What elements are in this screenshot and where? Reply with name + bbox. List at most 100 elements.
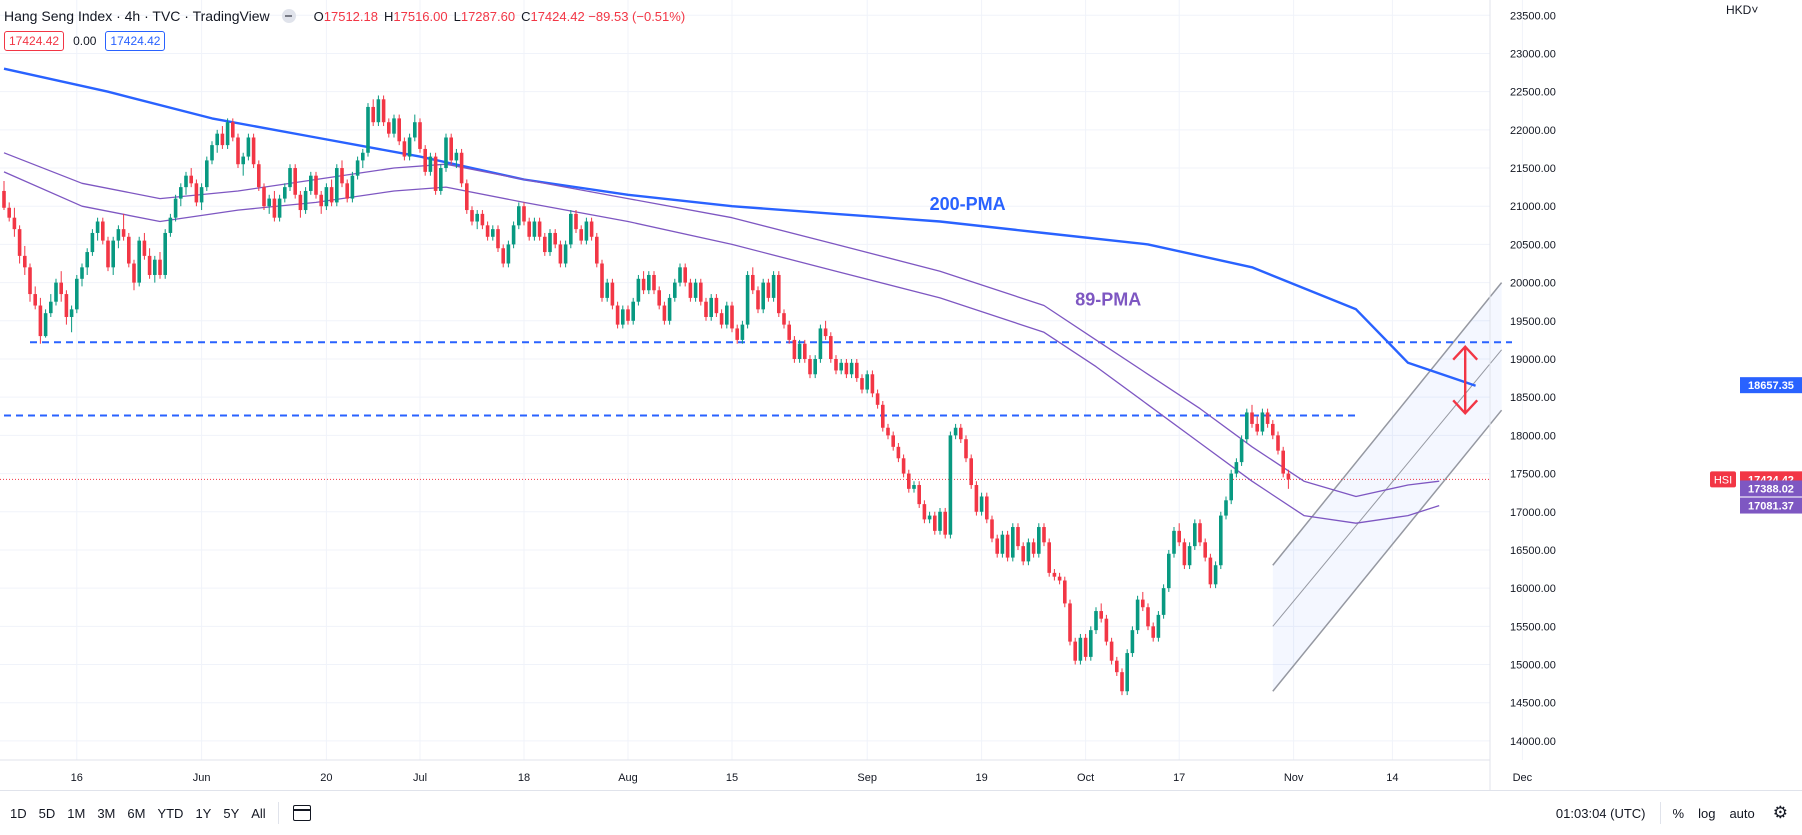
candle-body <box>1000 534 1005 554</box>
candle-body <box>54 282 58 302</box>
price-chart[interactable]: 200-PMA 89-PMA 14000.00 14500.00 15000.00 15… <box>0 0 1802 790</box>
candle-body <box>673 282 677 298</box>
arrow-head-down <box>1452 399 1479 416</box>
candle-body <box>969 458 973 486</box>
candle-body <box>231 122 235 138</box>
candle-body <box>1052 572 1057 577</box>
candle-body <box>657 290 661 306</box>
candle-body <box>1213 565 1218 585</box>
candle-body <box>1005 534 1010 558</box>
candle-body <box>1089 630 1093 657</box>
candle-body <box>1161 588 1166 615</box>
candle-body <box>652 274 656 291</box>
time-tick-label: Jul <box>413 772 427 784</box>
candle-body <box>974 485 979 512</box>
candle-body <box>1063 580 1067 604</box>
tf-1m[interactable]: 1M <box>67 805 86 821</box>
candle-body <box>241 156 245 165</box>
utc-clock[interactable]: 01:03:04 (UTC) <box>1555 805 1646 821</box>
candle-body <box>17 229 22 256</box>
candle-body <box>1239 439 1244 463</box>
price-tick-label: 14000.00 <box>1510 736 1556 748</box>
price-tick-label: 20500.00 <box>1510 239 1556 251</box>
symbol-title[interactable]: Hang Seng Index · 4h · TVC · TradingView <box>4 8 270 24</box>
candle-body <box>236 137 240 165</box>
gear-icon[interactable]: ⚙ <box>1772 803 1788 822</box>
chart-legend: Hang Seng Index · 4h · TVC · TradingView… <box>4 6 691 26</box>
candle-body <box>1083 637 1088 657</box>
candle-body <box>548 232 552 253</box>
candle-body <box>210 145 214 161</box>
candle-body <box>1068 603 1072 642</box>
candle-body <box>189 175 193 184</box>
ask-chip[interactable]: 17424.42 <box>105 31 166 51</box>
candle-body <box>730 305 734 329</box>
calendar-icon[interactable] <box>292 805 311 821</box>
tf-all[interactable]: All <box>251 805 266 821</box>
currency-select[interactable]: HKD˅ <box>1726 3 1759 17</box>
candle-body <box>1281 450 1285 474</box>
auto-toggle[interactable]: auto <box>1729 805 1755 821</box>
time-axis[interactable]: 16 Jun 20 Jul 18 Aug 15 Sep 19 Oct 17 Nov 14 Dec <box>0 759 1533 784</box>
candle-body <box>771 274 776 298</box>
candle-body <box>829 336 833 359</box>
spread-value: 0.00 <box>73 34 97 48</box>
candle-body <box>106 240 110 268</box>
candle-body <box>1135 599 1140 631</box>
tf-1d[interactable]: 1D <box>10 805 27 821</box>
candle-body <box>121 229 126 237</box>
candle-body <box>277 198 282 218</box>
tf-3m[interactable]: 3M <box>97 805 116 821</box>
candle-body <box>283 187 287 199</box>
log-toggle[interactable]: log <box>1698 805 1716 821</box>
candle-body <box>220 133 225 146</box>
candle-body <box>849 362 854 375</box>
candle-body <box>943 511 947 535</box>
tf-6m[interactable]: 6M <box>127 805 146 821</box>
price-tick-label: 18500.00 <box>1510 392 1556 404</box>
candle-body <box>272 198 277 218</box>
candle-body <box>615 305 620 325</box>
price-tick-label: 23500.00 <box>1510 10 1556 22</box>
time-tick-label: 15 <box>726 772 738 784</box>
candle-body <box>1109 641 1114 661</box>
candle-body <box>168 217 173 233</box>
candle-body <box>667 297 672 321</box>
candle-body <box>491 229 495 237</box>
candle-body <box>901 458 906 474</box>
candle-body <box>574 213 578 230</box>
tf-5y[interactable]: 5Y <box>223 805 240 821</box>
tf-ytd[interactable]: YTD <box>157 805 184 821</box>
tf-5d[interactable]: 5D <box>38 805 56 821</box>
candle-body <box>314 175 318 195</box>
candle-body <box>1115 660 1119 673</box>
candle-body <box>75 278 79 310</box>
candle-body <box>194 183 199 203</box>
candle-body <box>303 190 308 211</box>
candle-body <box>319 194 323 207</box>
price-channel <box>1272 282 1503 692</box>
candle-body <box>1286 473 1291 480</box>
price-axis[interactable]: 14000.00 14500.00 15000.00 15500.00 16000.00… <box>1489 0 1802 790</box>
candle-body <box>1177 530 1181 543</box>
tf-1y[interactable]: 1Y <box>195 805 212 821</box>
candle-body <box>740 324 745 340</box>
candle-body <box>808 358 812 375</box>
candle-body <box>1146 607 1150 627</box>
candle-body <box>1208 557 1213 585</box>
candle-body <box>1130 630 1135 654</box>
candle-body <box>948 435 953 535</box>
channel-lower-line <box>1272 409 1503 692</box>
bid-chip[interactable]: 17424.42 <box>4 31 65 51</box>
price-tick-label: 16000.00 <box>1510 583 1556 595</box>
candle-body <box>501 248 505 264</box>
price-tick-label: 19000.00 <box>1510 354 1556 366</box>
candle-body <box>371 106 375 123</box>
arrow-head-up <box>1452 344 1479 361</box>
candle-body <box>844 362 849 375</box>
percent-toggle[interactable]: % <box>1672 805 1685 821</box>
collapse-icon[interactable] <box>281 9 296 23</box>
symbol-badge <box>1710 471 1736 488</box>
candle-body <box>2 190 6 208</box>
candle-body <box>480 213 485 226</box>
